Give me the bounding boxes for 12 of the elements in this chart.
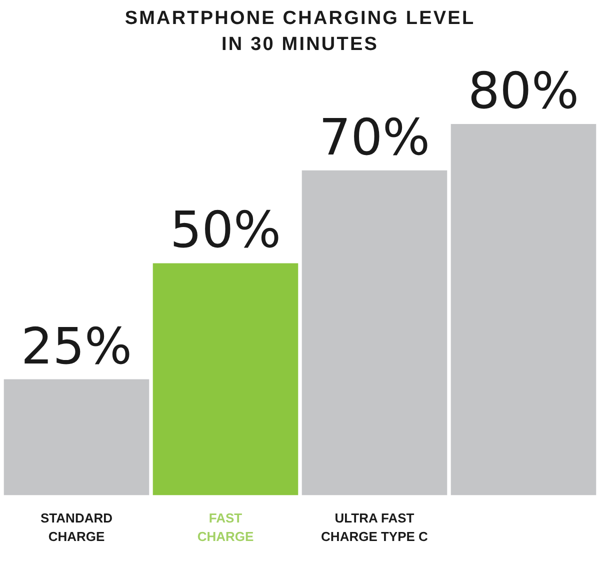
bar (450, 124, 596, 496)
data-label: 25% (20, 317, 132, 376)
x-tick-label: STANDARD CHARGE (40, 510, 112, 544)
data-label: 80% (468, 62, 580, 120)
x-tick-label: FAST CHARGE (197, 510, 254, 544)
bar (152, 263, 298, 496)
chart-title: SMARTPHONE CHARGING LEVEL IN 30 MINUTES (124, 7, 476, 57)
data-label: 50% (170, 201, 282, 260)
bar (4, 379, 150, 496)
x-tick-label: ULTRA FAST CHARGE TYPE C (321, 510, 429, 544)
bar (302, 170, 448, 496)
data-label: 70% (318, 108, 430, 166)
